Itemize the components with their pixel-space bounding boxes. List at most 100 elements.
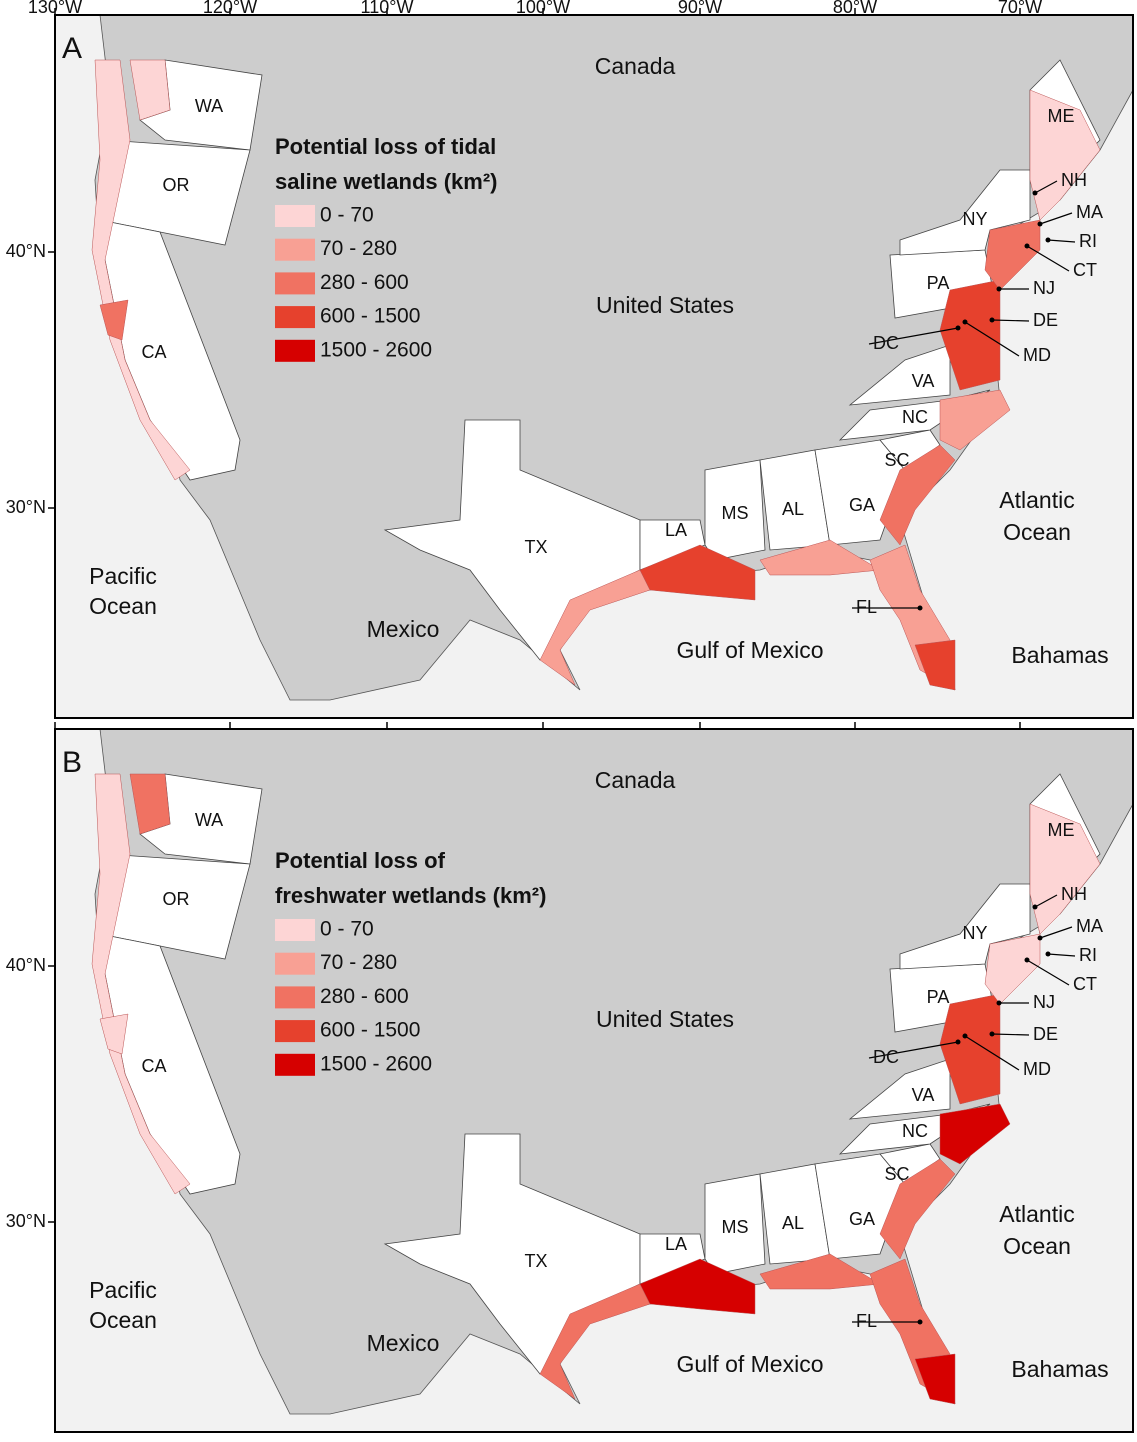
state-label: OR [163, 175, 190, 195]
legend-swatch [275, 238, 315, 261]
leader-line [868, 327, 959, 345]
leader-dot [1045, 951, 1051, 957]
leader-dot [1032, 190, 1038, 196]
legend-swatch [275, 272, 315, 295]
state-label: CT [1073, 260, 1097, 280]
wetland-region [129, 773, 171, 835]
leader-dot [955, 1039, 961, 1045]
state-label: NC [902, 1121, 928, 1141]
wetland-region [939, 993, 1001, 1105]
leader-line [964, 321, 1020, 357]
legend-label: 0 - 70 [320, 204, 374, 227]
leader-dot [1024, 243, 1030, 249]
state-label: DC [873, 1047, 899, 1067]
wetland-region [129, 59, 171, 121]
state-label: NH [1061, 170, 1087, 190]
leader-line [1047, 239, 1076, 243]
legend-label: 70 - 280 [320, 237, 397, 260]
map-panel: 130°W 120°W 110°W 100°W 90°W 80°W 70°W 40°N 30°N… [6, 0, 1134, 719]
place-label: Mexico [367, 1330, 440, 1356]
state [704, 459, 766, 561]
wetland-region [879, 1158, 956, 1260]
wetland-region [914, 639, 956, 691]
legend-title: saline wetlands (km²) [275, 169, 498, 194]
lon-label: 100°W [516, 0, 570, 17]
state-label: ME [1048, 106, 1075, 126]
wetland-region [939, 279, 1001, 391]
legend-label: 280 - 600 [320, 985, 409, 1008]
state-label: NY [962, 209, 987, 229]
place-label: United States [596, 292, 734, 318]
leader-line [1047, 953, 1076, 957]
lon-label: 110°W [361, 0, 414, 17]
state-label: AL [782, 1213, 804, 1233]
state-label: TX [524, 537, 547, 557]
place-label: United States [596, 1006, 734, 1032]
legend-label: 1500 - 2600 [320, 338, 432, 361]
state-label: MD [1023, 1059, 1051, 1079]
leader-line [991, 1033, 1030, 1036]
leader-line [1034, 180, 1058, 194]
wetland-region [99, 299, 129, 341]
wetland-region [99, 1013, 129, 1055]
leader-dot [989, 1031, 995, 1037]
place-label: Ocean [1003, 519, 1071, 545]
legend-title: Potential loss of [275, 848, 446, 873]
panel-letter: A [62, 32, 82, 65]
place-label: Gulf of Mexico [677, 1351, 824, 1377]
state-label: TX [524, 1251, 547, 1271]
leader-dot [996, 286, 1002, 292]
wetland-region [91, 773, 191, 1195]
state-label: NY [962, 923, 987, 943]
state-label: WA [195, 810, 223, 830]
legend-swatch [275, 306, 315, 329]
legend-swatch [275, 1053, 315, 1076]
leader-line [1026, 245, 1070, 272]
legend-swatch [275, 919, 315, 941]
legend-swatch [275, 205, 315, 227]
state [899, 169, 1031, 256]
state-label: DC [873, 333, 899, 353]
state-label: DE [1033, 310, 1058, 330]
lat-label: 30°N [6, 497, 46, 517]
state-label: VA [912, 371, 935, 391]
leader-line [1039, 212, 1073, 225]
lon-label: 80°W [833, 0, 877, 17]
state-label: SC [884, 450, 909, 470]
state-label: MA [1076, 202, 1103, 222]
wetland-region [984, 933, 1041, 1005]
legend-swatch [275, 986, 315, 1009]
state-label: FL [856, 1311, 877, 1331]
wetland-region [759, 539, 881, 576]
state-label: FL [856, 597, 877, 617]
state-label: MS [722, 1217, 749, 1237]
leader-dot [996, 1000, 1002, 1006]
place-label: Canada [595, 767, 676, 793]
leader-dot [1032, 904, 1038, 910]
place-label: Atlantic [999, 487, 1074, 513]
state-label: LA [665, 1234, 687, 1254]
state [899, 883, 1031, 970]
state-label: MS [722, 503, 749, 523]
leader-dot [989, 317, 995, 323]
legend-label: 600 - 1500 [320, 1019, 420, 1042]
lat-label: 30°N [6, 1211, 46, 1231]
wetland-region [939, 1103, 1011, 1165]
legend-swatch [275, 1020, 315, 1043]
leader-line [1026, 959, 1070, 986]
state-label: ME [1048, 820, 1075, 840]
wetland-region [91, 59, 191, 481]
leader-dot [1024, 957, 1030, 963]
wetland-region [759, 1253, 881, 1290]
leader-dot [1045, 237, 1051, 243]
lon-label: 120°W [203, 0, 257, 17]
state-label: CT [1073, 974, 1097, 994]
legend-label: 70 - 280 [320, 951, 397, 974]
state-label: PA [927, 273, 950, 293]
leader-dot [955, 325, 961, 331]
legend-swatch [275, 339, 315, 362]
leader-dot [1037, 935, 1043, 941]
legend-title: Potential loss of tidal [275, 134, 496, 159]
state-label: CA [141, 1056, 166, 1076]
